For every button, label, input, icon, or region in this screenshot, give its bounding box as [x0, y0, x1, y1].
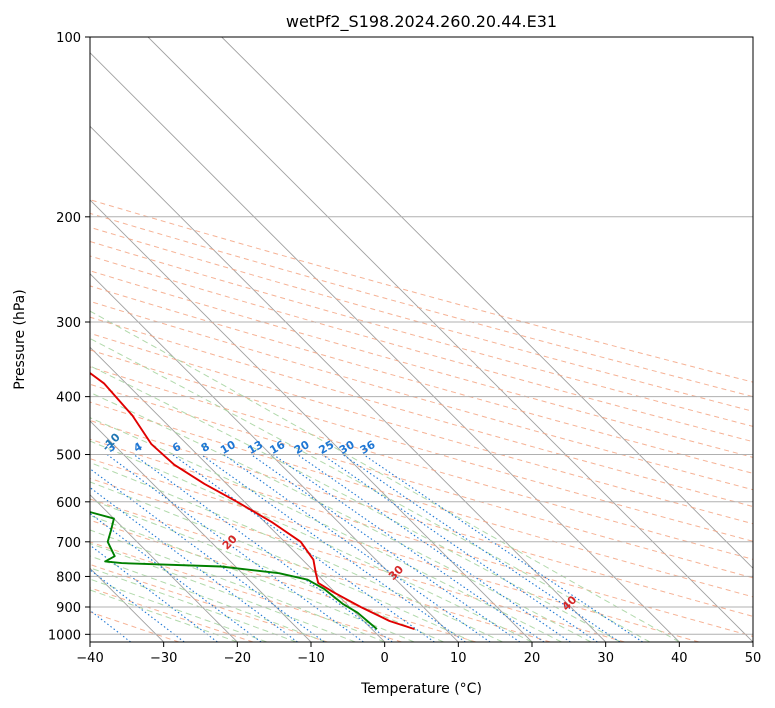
isotherm-line — [90, 273, 459, 642]
x-tick-label: −30 — [150, 651, 177, 666]
dry-adiabat-line — [90, 563, 328, 642]
x-tick-label: 20 — [524, 651, 541, 666]
temperature-line — [90, 371, 415, 631]
isotherm-line — [221, 37, 753, 569]
x-axis: −40 −30 −20 −10 0 10 20 30 40 50 — [76, 642, 761, 666]
y-axis: 100 200 300 400 500 600 700 800 900 1000 — [48, 31, 90, 643]
isotherm-line — [90, 52, 680, 642]
isotherm-line — [90, 494, 238, 642]
dry-adiabat-line — [90, 332, 753, 525]
dry-adiabat-line — [90, 270, 753, 458]
y-tick-label: 700 — [56, 536, 81, 551]
mixing-ratio-line — [272, 454, 545, 642]
dry-adiabat-line — [90, 438, 753, 637]
isotherm-line — [147, 37, 753, 642]
dry-adiabat-line — [90, 226, 753, 412]
y-tick-label: 600 — [56, 496, 81, 511]
dry-adiabat-line — [90, 477, 625, 642]
dry-adiabat-line — [90, 401, 753, 598]
mixing-ratio-line — [250, 454, 521, 642]
y-axis-label: Pressure (hPa) — [12, 289, 28, 389]
profile-series — [90, 371, 415, 631]
dewpoint-line — [90, 511, 378, 630]
y-tick-label: 800 — [56, 570, 81, 585]
mixing-ratio-line — [363, 454, 643, 642]
pressure-gridlines — [90, 37, 753, 635]
y-tick-label: 1000 — [48, 628, 81, 643]
mixing-ratio-line — [297, 454, 571, 642]
y-tick-label: 500 — [56, 449, 81, 464]
moist-adiabat-line — [90, 542, 356, 642]
mixing-ratio-line — [200, 454, 466, 642]
dry-adiabat-line — [90, 498, 551, 642]
moist-adiabat-line — [90, 391, 592, 642]
x-tick-label: 50 — [745, 651, 762, 666]
y-tick-label: 200 — [56, 211, 81, 226]
x-tick-label: 30 — [597, 651, 614, 666]
moist-adiabat-line — [90, 578, 267, 642]
chart-title: wetPf2_S198.2024.260.20.44.E31 — [286, 12, 557, 32]
mixing-ratio-line — [133, 454, 393, 642]
isotherm-line — [90, 346, 386, 642]
x-axis-label: Temperature (°C) — [360, 681, 482, 697]
y-tick-label: 900 — [56, 601, 81, 616]
x-tick-label: −40 — [76, 651, 103, 666]
moist-adiabat-line — [90, 529, 385, 642]
isotherm-line — [90, 125, 607, 642]
x-tick-label: 0 — [381, 651, 389, 666]
moist-adiabat-line — [90, 417, 562, 642]
moist-adiabat-line — [90, 337, 651, 642]
x-tick-label: 40 — [671, 651, 688, 666]
plot-frame — [89, 36, 754, 643]
mixing-ratio-line — [223, 454, 491, 642]
isotherm-line — [90, 420, 312, 642]
dry-adiabat-line — [90, 349, 753, 542]
y-tick-label: 300 — [56, 316, 81, 331]
y-tick-label: 400 — [56, 391, 81, 406]
y-tick-label: 100 — [56, 31, 81, 46]
x-tick-label: 10 — [450, 651, 467, 666]
x-tick-label: −10 — [297, 651, 324, 666]
mixing-ratio-line — [172, 454, 435, 642]
moist-adiabat-line — [90, 589, 238, 642]
mixing-ratio-line — [90, 468, 325, 642]
dry-adiabat-line — [90, 419, 753, 617]
moist-adiabat-line — [90, 481, 474, 642]
dry-adiabat-line — [90, 199, 753, 383]
moist-adiabat-line — [90, 365, 621, 642]
x-tick-label: −20 — [224, 651, 251, 666]
dry-adiabat-line — [90, 458, 700, 642]
